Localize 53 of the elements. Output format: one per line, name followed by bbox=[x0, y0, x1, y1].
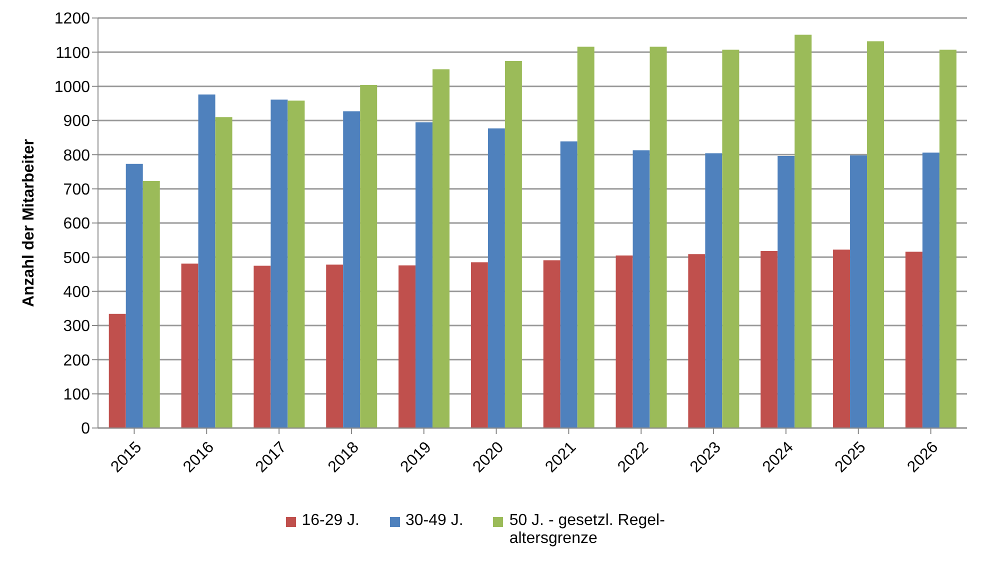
bar bbox=[939, 50, 956, 428]
bar bbox=[688, 254, 706, 428]
bar bbox=[488, 128, 505, 428]
legend-label: 16-29 J. bbox=[302, 512, 360, 530]
bar bbox=[650, 46, 667, 428]
y-tick-label: 0 bbox=[81, 420, 90, 438]
bar bbox=[850, 155, 868, 428]
y-axis-title: Anzahl der Mitarbeiter bbox=[20, 138, 38, 308]
bar bbox=[215, 117, 232, 428]
bar bbox=[181, 264, 198, 428]
bar bbox=[398, 265, 416, 428]
bar bbox=[867, 41, 884, 428]
legend-label: 30-49 J. bbox=[406, 512, 464, 530]
y-tick-label: 500 bbox=[63, 250, 90, 267]
bar bbox=[504, 61, 522, 428]
y-tick-label: 1200 bbox=[54, 10, 90, 28]
bar bbox=[470, 262, 488, 428]
bar bbox=[142, 180, 160, 428]
y-tick-label: 800 bbox=[63, 147, 90, 164]
bar bbox=[288, 100, 305, 428]
bar bbox=[326, 264, 344, 428]
y-tick-label: 1000 bbox=[54, 79, 90, 96]
bar bbox=[126, 164, 143, 428]
bar bbox=[760, 251, 778, 428]
y-tick-label: 300 bbox=[63, 318, 90, 336]
bar bbox=[343, 111, 360, 428]
bar bbox=[922, 152, 940, 428]
bar bbox=[416, 122, 433, 428]
bar bbox=[270, 100, 288, 428]
y-tick-label: 900 bbox=[63, 113, 90, 130]
bar bbox=[705, 153, 722, 428]
bar bbox=[198, 94, 216, 428]
y-tick-label: 100 bbox=[63, 386, 90, 404]
bar bbox=[632, 150, 650, 428]
y-tick-label: 700 bbox=[63, 182, 90, 199]
bar bbox=[254, 266, 271, 428]
y-tick-label: 600 bbox=[63, 216, 90, 233]
bar bbox=[616, 255, 633, 428]
bar bbox=[543, 260, 560, 428]
y-tick-label: 200 bbox=[63, 352, 90, 370]
bar bbox=[778, 156, 795, 428]
bar bbox=[905, 252, 922, 428]
bar bbox=[833, 250, 850, 428]
bar bbox=[560, 141, 578, 428]
bar bbox=[794, 34, 812, 428]
bar bbox=[577, 46, 594, 428]
bar bbox=[432, 69, 450, 428]
y-tick-label: 1100 bbox=[56, 44, 90, 62]
bar bbox=[108, 314, 126, 428]
bar bbox=[722, 50, 740, 428]
y-tick-label: 400 bbox=[63, 284, 90, 302]
bar bbox=[360, 84, 378, 428]
legend-label: 50 J. - gesetzl. Regel-altersgrenze bbox=[509, 512, 666, 548]
